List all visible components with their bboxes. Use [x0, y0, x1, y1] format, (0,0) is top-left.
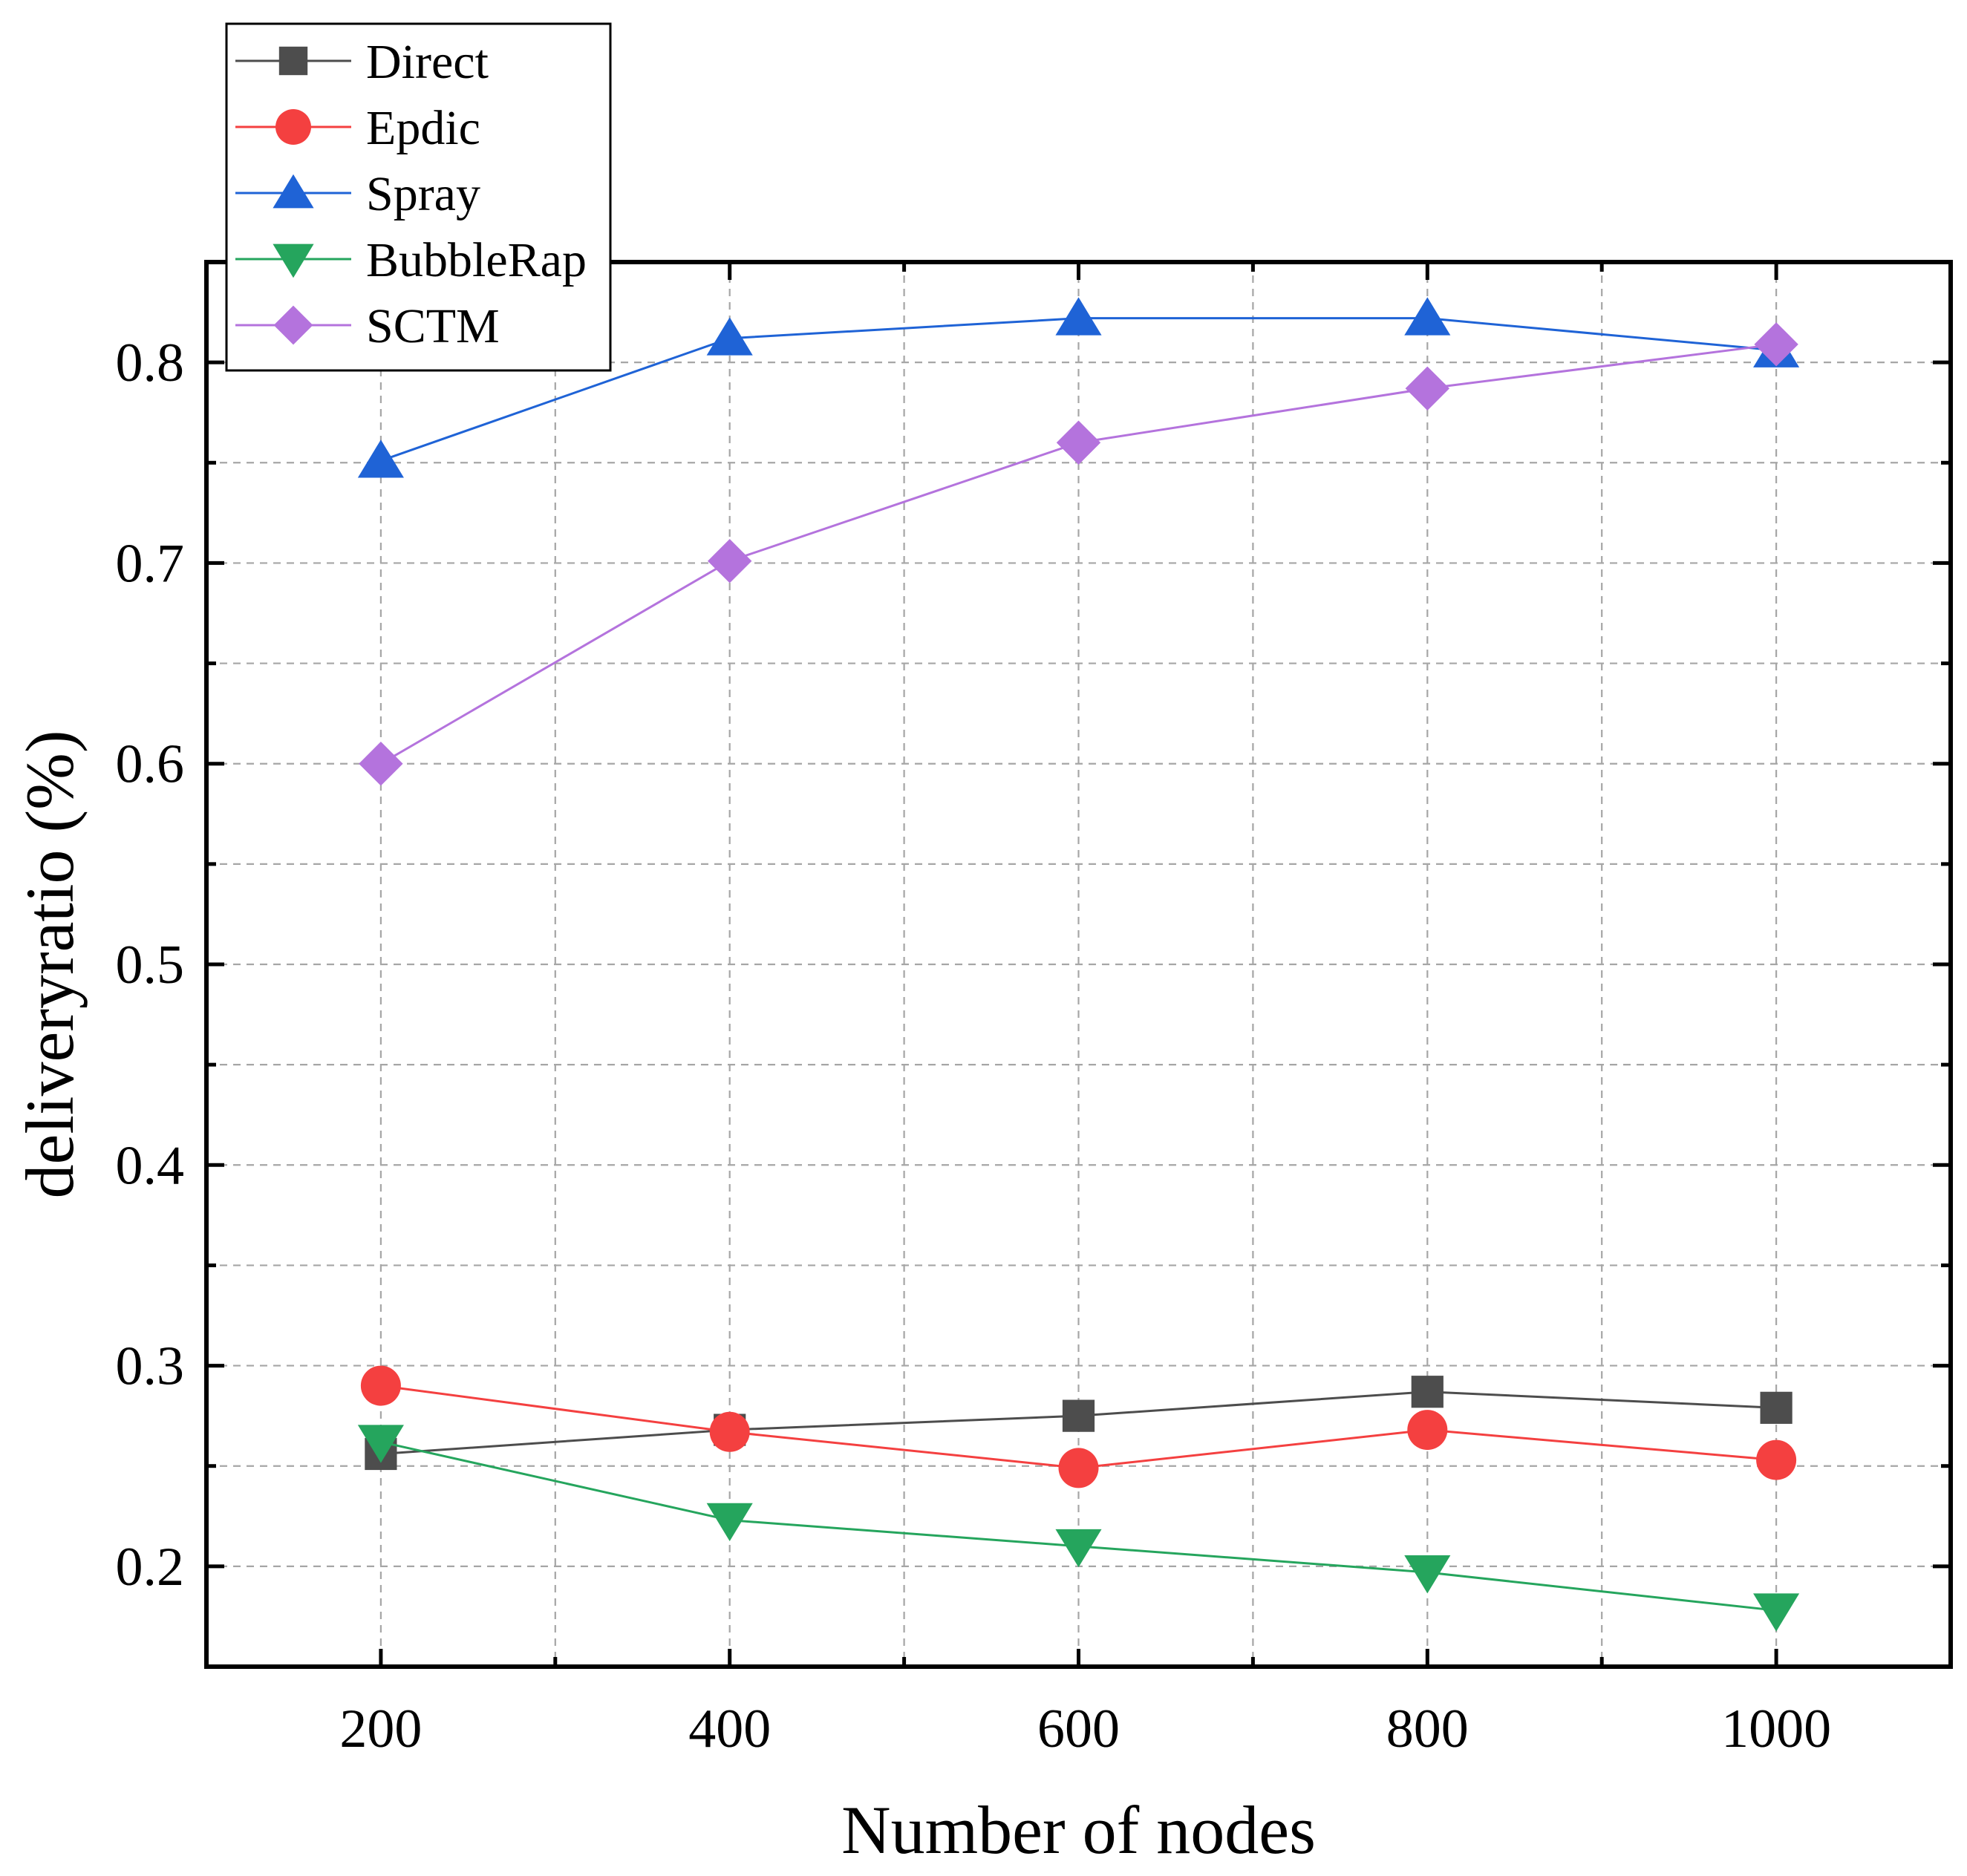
- data-point-spray: [1404, 297, 1451, 336]
- data-point-epdic: [360, 1365, 401, 1406]
- legend-marker-epdic: [275, 109, 311, 145]
- legend-item-sctm: SCTM: [235, 299, 500, 353]
- y-tick-label: 0.7: [116, 533, 185, 594]
- tick-labels: 200 400 600 800 1000 0.2 0.3 0.4 0.5 0.6 0.7 0.8: [116, 333, 1832, 1759]
- legend-marker-bubblerap: [273, 244, 314, 278]
- x-tick-label: 1000: [1721, 1699, 1831, 1759]
- legend-item-bubblerap: BubbleRap: [235, 233, 587, 287]
- y-tick-label: 0.6: [116, 734, 185, 795]
- y-tick-label: 0.2: [116, 1537, 185, 1598]
- legend-label-epdic: Epdic: [366, 101, 480, 155]
- series-bubblerap: [357, 1425, 1800, 1632]
- legend-label-bubblerap: BubbleRap: [366, 233, 587, 287]
- series-epdic: [360, 1365, 1797, 1488]
- data-point-sctm: [1405, 366, 1449, 411]
- y-tick-label: 0.5: [116, 935, 185, 996]
- data-point-sctm: [1056, 420, 1101, 465]
- data-point-epdic: [1058, 1448, 1099, 1488]
- series-line-sctm: [380, 343, 1777, 765]
- legend-marker-sctm: [273, 305, 313, 345]
- data-point-bubblerap: [706, 1503, 753, 1542]
- legend-label-direct: Direct: [366, 35, 489, 89]
- data-point-spray: [357, 439, 404, 478]
- data-point-direct: [1062, 1399, 1095, 1432]
- series-layer: [357, 297, 1800, 1632]
- data-point-direct: [1411, 1376, 1444, 1408]
- legend-marker-spray: [273, 174, 314, 209]
- x-axis-title: Number of nodes: [841, 1792, 1316, 1868]
- x-tick-label: 600: [1037, 1699, 1120, 1759]
- legend-item-spray: Spray: [235, 167, 480, 221]
- legend-label-spray: Spray: [366, 167, 480, 221]
- legend-item-direct: Direct: [235, 35, 489, 89]
- legend: Direct Epdic Spray BubbleRap SCTM: [225, 22, 612, 372]
- data-point-sctm: [708, 539, 752, 584]
- x-tick-label: 200: [339, 1699, 422, 1759]
- y-tick-label: 0.4: [116, 1135, 185, 1196]
- data-point-spray: [706, 317, 753, 356]
- x-tick-label: 400: [688, 1699, 771, 1759]
- series-sctm: [359, 322, 1798, 786]
- legend-item-epdic: Epdic: [235, 101, 480, 155]
- data-point-bubblerap: [1404, 1555, 1451, 1594]
- data-point-spray: [1055, 297, 1102, 336]
- data-point-bubblerap: [357, 1425, 404, 1463]
- data-point-bubblerap: [1055, 1529, 1102, 1568]
- data-point-sctm: [1754, 322, 1798, 367]
- data-point-epdic: [1407, 1410, 1448, 1451]
- data-point-epdic: [709, 1411, 750, 1452]
- data-point-epdic: [1756, 1439, 1797, 1480]
- x-tick-label: 800: [1386, 1699, 1469, 1759]
- data-point-bubblerap: [1753, 1593, 1800, 1632]
- legend-marker-direct: [278, 46, 308, 76]
- y-tick-label: 0.8: [116, 333, 185, 393]
- data-point-direct: [1760, 1391, 1793, 1424]
- legend-label-sctm: SCTM: [366, 299, 500, 353]
- data-point-sctm: [359, 742, 403, 786]
- y-axis-title: deliveryratio (%): [12, 731, 88, 1199]
- y-tick-label: 0.3: [116, 1336, 185, 1397]
